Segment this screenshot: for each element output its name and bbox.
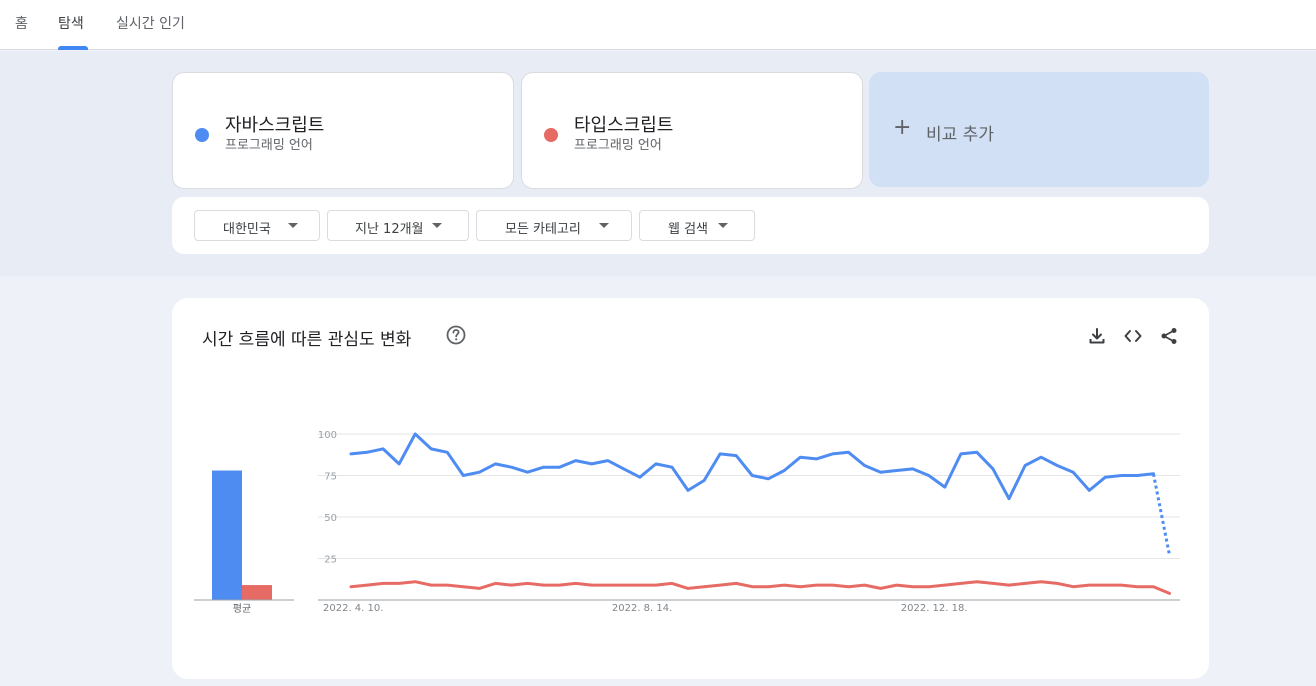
filter-region[interactable]: 대한민국 (194, 210, 320, 241)
filter-period-label: 지난 12개월 (355, 222, 424, 237)
series-partial-segment-0 (1151, 473, 1171, 556)
average-label: 평균 (233, 603, 251, 615)
add-compare-label: 비교 추가 (926, 125, 994, 145)
download-icon[interactable] (1087, 326, 1107, 346)
series-line-1 (349, 580, 1171, 595)
y-tick-label: 100 (318, 430, 337, 441)
filter-region-label: 대한민국 (223, 222, 271, 237)
term-type: 프로그래밍 언어 (225, 138, 313, 153)
y-tick-label: 75 (324, 472, 337, 483)
share-icon[interactable] (1159, 326, 1179, 346)
term-name: 자바스크립트 (225, 115, 325, 136)
average-bar (242, 585, 272, 600)
interest-chart: 25 50 75 100 2022. 4. 10. 2022. 8. 14. 2022. 1… (194, 430, 1180, 615)
filter-category-label: 모든 카테고리 (505, 222, 581, 237)
embed-icon[interactable] (1123, 326, 1143, 346)
series-line-0 (349, 432, 1155, 501)
plus-icon: + (893, 115, 912, 140)
caret-down-icon (432, 223, 442, 228)
term-card-typescript[interactable]: 타입스크립트 프로그래밍 언어 (521, 72, 863, 189)
x-tick-label: 2022. 12. 18. (901, 603, 968, 614)
caret-down-icon (599, 223, 609, 228)
term-color-dot (544, 128, 558, 142)
interest-over-time-card: 시간 흐름에 따른 관심도 변화 25 50 75 100 2022. 4. 10. 20… (172, 298, 1209, 679)
term-card-javascript[interactable]: 자바스크립트 프로그래밍 언어 (172, 72, 514, 189)
filter-bar: 대한민국 지난 12개월 모든 카테고리 웹 검색 (172, 197, 1209, 254)
y-tick-label: 25 (324, 555, 337, 566)
filter-search-type-label: 웹 검색 (668, 222, 709, 237)
filter-period[interactable]: 지난 12개월 (327, 210, 469, 241)
average-bar (212, 470, 242, 600)
tab-explore[interactable]: 탐색 (58, 16, 84, 32)
filter-category[interactable]: 모든 카테고리 (476, 210, 632, 241)
add-compare-button[interactable]: + 비교 추가 (869, 72, 1209, 187)
term-type: 프로그래밍 언어 (574, 138, 662, 153)
caret-down-icon (718, 223, 728, 228)
chart-title: 시간 흐름에 따른 관심도 변화 (202, 330, 412, 350)
x-tick-label: 2022. 8. 14. (612, 603, 672, 614)
caret-down-icon (288, 223, 298, 228)
top-nav: 홈 탐색 실시간 인기 (0, 0, 1316, 50)
active-tab-indicator (58, 46, 88, 50)
x-tick-label: 2022. 4. 10. (323, 603, 383, 614)
term-name: 타입스크립트 (574, 115, 674, 136)
filter-search-type[interactable]: 웹 검색 (639, 210, 755, 241)
tab-home[interactable]: 홈 (15, 16, 28, 32)
term-color-dot (195, 128, 209, 142)
y-tick-label: 50 (324, 513, 337, 524)
tab-trending[interactable]: 실시간 인기 (116, 16, 185, 32)
help-icon[interactable] (446, 325, 466, 345)
